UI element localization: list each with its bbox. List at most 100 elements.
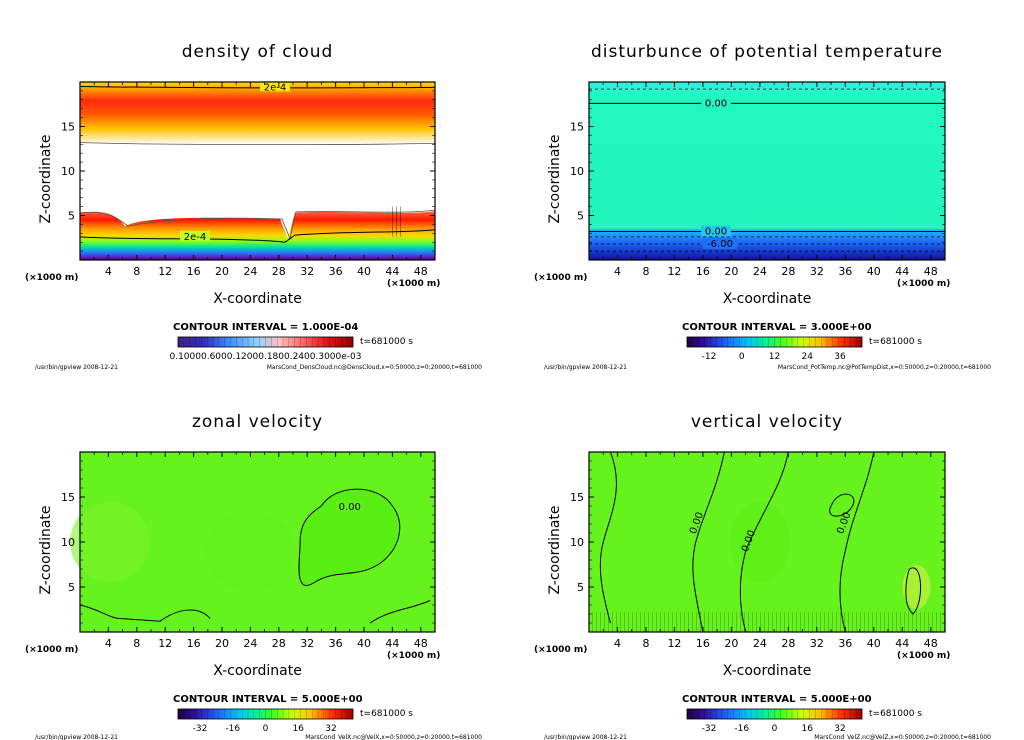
z-tick-label: 10 [61,536,75,549]
x-tick-label: 12 [667,637,681,650]
z-tick-label: 10 [570,536,584,549]
z-axis-label: Z-coordinate [547,505,563,594]
z-tick-label: 5 [68,581,75,594]
x-tick-label: 44 [385,265,399,278]
x-tick-label: 16 [187,637,201,650]
x-axis-label: X-coordinate [723,663,812,679]
x-tick-label: 20 [724,637,738,650]
contour-interval-label: CONTOUR INTERVAL = 3.000E+00 [682,322,872,333]
contour-interval-label: CONTOUR INTERVAL = 5.000E+00 [682,694,872,705]
x-tick-label: 16 [187,265,201,278]
x-tick-label: 20 [215,265,229,278]
x-tick-label: 24 [753,637,767,650]
x-tick-label: 12 [158,265,172,278]
contour-line [839,451,875,633]
colorbar-label: 32 [834,724,845,734]
x-tick-label: 24 [243,637,257,650]
x-tick-label: 32 [810,265,824,278]
contour-line [298,488,401,586]
contour-line [79,209,436,240]
x-tick-label: 48 [924,265,938,278]
x-tick-label: 36 [838,265,852,278]
x-tick-label: 8 [133,637,140,650]
time-label: t=681000 s [869,337,922,347]
colorbar-label: -32 [702,724,717,734]
colorbar-label: -32 [193,724,208,734]
z-tick-label: 15 [570,491,584,504]
z-axis-label: Z-coordinate [38,505,54,594]
contour-interval-label: CONTOUR INTERVAL = 5.000E+00 [173,694,363,705]
x-unit-label: (×1000 m) [387,651,440,661]
contour-line [79,142,436,146]
z-axis-label: Z-coordinate [38,134,54,223]
x-tick-label: 16 [696,265,710,278]
x-tick-label: 36 [329,265,343,278]
x-axis-label: X-coordinate [723,291,812,307]
colorbar-label: 16 [293,724,305,734]
x-tick-label: 48 [414,637,428,650]
footer-left: /usr/bin/gpview 2008-12-21 [35,734,118,740]
x-axis-label: X-coordinate [213,663,302,679]
colorbar-label: 0 [772,724,778,734]
colorbar-label: 36 [834,352,846,362]
z-unit-label: (×1000 m) [25,273,78,283]
x-tick-label: 32 [300,265,314,278]
x-tick-label: 48 [414,265,428,278]
contour-label: 0.00 [705,98,727,109]
z-tick-label: 15 [61,491,75,504]
footer-right: MarsCond_PotTemp.nc@PotTempDist,x=0:5000… [778,364,991,371]
x-tick-label: 40 [867,637,881,650]
colorbar-label: 16 [802,724,814,734]
x-tick-label: 16 [696,637,710,650]
contour-line [739,451,789,633]
contour-label: 2e-4 [264,82,287,93]
x-tick-label: 28 [781,637,795,650]
z-unit-label: (×1000 m) [534,273,587,283]
x-tick-label: 28 [781,265,795,278]
contour-line [79,600,431,624]
z-axis-label: Z-coordinate [547,134,563,223]
z-unit-label: (×1000 m) [534,645,587,655]
panel-title: disturbunce of potential temperature [591,42,943,62]
colorbar-label: 12 [769,352,780,362]
colorbar-label: -16 [734,724,749,734]
colorbar-label: 24 [802,352,814,362]
footer-left: /usr/bin/gpview 2008-12-21 [35,364,118,371]
x-tick-label: 20 [724,265,738,278]
contour-field: 2e-4 2e-4 [79,81,436,260]
colorbar-label: 32 [325,724,336,734]
colorbar-label: -12 [702,352,717,362]
z-tick-label: 15 [570,121,584,134]
time-label: t=681000 s [360,709,413,719]
contour-field: 0.000.000.00 [589,451,945,633]
colorbar-label: -16 [225,724,240,734]
footer-right: MarsCond_VelZ.nc@VelZ,x=0:50000,z=0:2000… [814,734,991,740]
x-unit-label: (×1000 m) [387,279,440,289]
contour-line [829,493,855,517]
x-tick-label: 20 [215,637,229,650]
x-tick-label: 4 [105,637,112,650]
x-tick-label: 4 [614,265,621,278]
x-tick-label: 12 [667,265,681,278]
x-tick-label: 48 [924,637,938,650]
z-tick-label: 10 [570,165,584,178]
colorbar-labels: 0.10000.6000.12000.1800.2400.3000e-03 [169,352,361,362]
z-unit-label: (×1000 m) [25,645,78,655]
x-tick-label: 40 [357,265,371,278]
colorbar-label: 0 [263,724,269,734]
panel-title: vertical velocity [691,412,843,432]
x-tick-label: 40 [357,637,371,650]
contour-label: 0.00 [339,502,361,513]
panel-2: disturbunce of potential temperature 0.00… [534,42,991,371]
contour-label: 0.00 [705,227,727,238]
x-tick-label: 4 [105,265,112,278]
x-tick-label: 32 [810,637,824,650]
z-tick-label: 5 [68,210,75,223]
x-tick-label: 44 [895,637,909,650]
z-tick-label: 10 [61,165,75,178]
x-unit-label: (×1000 m) [897,651,950,661]
time-label: t=681000 s [869,709,922,719]
x-tick-label: 8 [642,637,649,650]
